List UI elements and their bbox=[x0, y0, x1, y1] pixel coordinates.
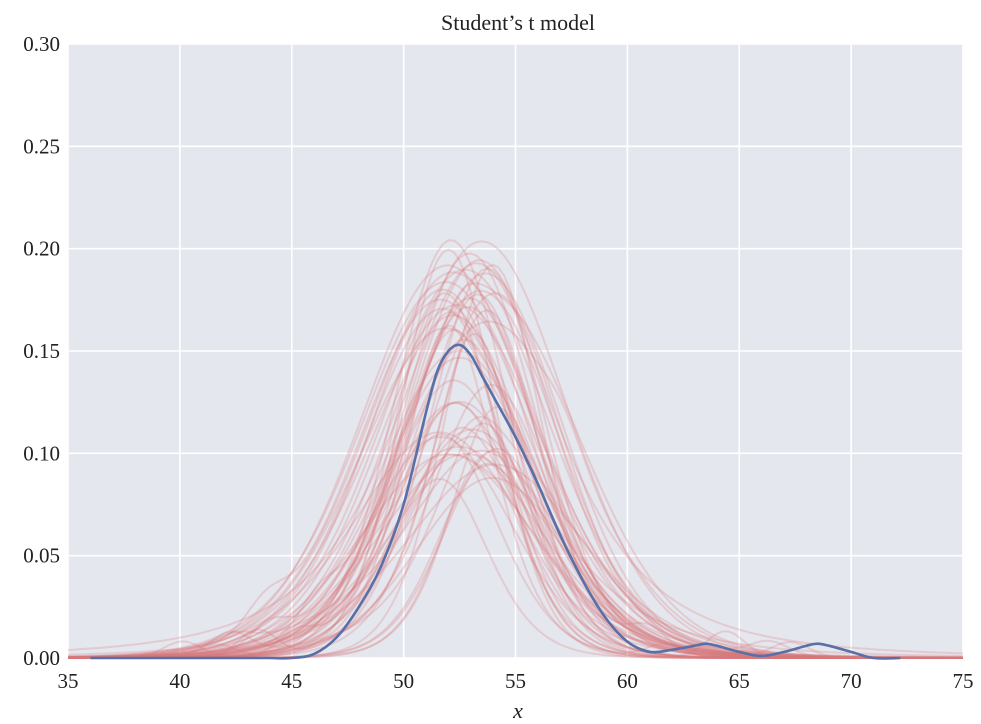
posterior-predictive-curve bbox=[67, 431, 963, 659]
x-axis-ticks: 35 40 45 50 55 60 65 70 75 bbox=[58, 669, 974, 693]
x-tick-label: 60 bbox=[617, 669, 638, 693]
posterior-predictive-curve bbox=[68, 307, 963, 659]
x-tick-label: 45 bbox=[281, 669, 302, 693]
posterior-predictive-curve bbox=[67, 304, 963, 659]
x-tick-label: 65 bbox=[729, 669, 750, 693]
posterior-predictive-curve bbox=[67, 288, 963, 659]
x-axis-label: x bbox=[512, 698, 523, 723]
x-tick-label: 55 bbox=[505, 669, 526, 693]
posterior-predictive-curve bbox=[68, 401, 963, 659]
posterior-predictive-curve bbox=[68, 240, 963, 659]
posterior-predictive-curve bbox=[67, 289, 963, 659]
posterior-predictive-curve bbox=[67, 272, 963, 659]
posterior-predictive-curve bbox=[68, 267, 963, 659]
x-tick-label: 70 bbox=[841, 669, 862, 693]
x-tick-label: 50 bbox=[393, 669, 414, 693]
posterior-predictive-curve bbox=[68, 426, 964, 659]
posterior-predictive-curve bbox=[68, 320, 963, 659]
x-tick-label: 35 bbox=[58, 669, 79, 693]
posterior-predictive-curve bbox=[68, 332, 963, 659]
y-tick-label: 0.10 bbox=[23, 441, 60, 465]
posterior-predictive-curve bbox=[67, 463, 964, 659]
posterior-predictive-curve bbox=[68, 435, 963, 659]
posterior-predictive-curve bbox=[68, 292, 963, 659]
posterior-predictive-curve bbox=[68, 259, 963, 659]
y-tick-label: 0.00 bbox=[23, 646, 60, 670]
posterior-predictive-curve bbox=[68, 379, 963, 659]
posterior-predictive-curve bbox=[67, 349, 963, 659]
posterior-predictive-curve bbox=[67, 415, 963, 659]
posterior-predictive-curve bbox=[68, 305, 963, 659]
y-tick-label: 0.05 bbox=[23, 544, 60, 568]
x-tick-label: 75 bbox=[953, 669, 974, 693]
posterior-predictive-curve bbox=[67, 356, 963, 659]
posterior-predictive-curve bbox=[68, 405, 963, 659]
x-tick-label: 40 bbox=[169, 669, 190, 693]
chart-title: Student’s t model bbox=[441, 10, 595, 35]
posterior-predictive-curve bbox=[67, 400, 963, 659]
posterior-predictive-curve bbox=[68, 435, 963, 659]
posterior-predictive-curve bbox=[67, 449, 964, 657]
posterior-predictive-curve bbox=[68, 252, 963, 659]
observed-density bbox=[90, 343, 901, 660]
grid-lines bbox=[67, 43, 964, 659]
observed-density-line bbox=[90, 343, 901, 660]
posterior-predictive-curve bbox=[68, 445, 963, 659]
y-tick-label: 0.20 bbox=[23, 237, 60, 261]
posterior-predictive-curve bbox=[68, 248, 963, 659]
posterior-predictive-curve bbox=[68, 428, 963, 659]
posterior-predictive-curve bbox=[67, 293, 964, 659]
y-tick-label: 0.25 bbox=[23, 134, 60, 158]
posterior-predictive-curve bbox=[67, 401, 963, 659]
y-tick-label: 0.30 bbox=[23, 32, 60, 56]
posterior-predictive-curve bbox=[68, 327, 963, 659]
posterior-predictive-curve bbox=[67, 452, 963, 659]
posterior-predictive-curve bbox=[68, 268, 963, 659]
posterior-predictive-curve bbox=[68, 383, 963, 659]
y-tick-label: 0.15 bbox=[23, 339, 60, 363]
posterior-predictive-curve bbox=[68, 314, 963, 659]
posterior-predictive-curve bbox=[68, 282, 963, 659]
posterior-predictive-curve bbox=[67, 271, 963, 659]
y-axis-ticks: 0.00 0.05 0.10 0.15 0.20 0.25 0.30 bbox=[23, 32, 60, 670]
posterior-predictive-curve bbox=[68, 452, 963, 659]
posterior-predictive-curve bbox=[67, 281, 963, 659]
posterior-predictive-curve bbox=[68, 297, 963, 659]
posterior-predictive-curve bbox=[68, 264, 963, 659]
posterior-predictive-curve bbox=[68, 422, 964, 659]
posterior-predictive-curve bbox=[67, 298, 963, 659]
